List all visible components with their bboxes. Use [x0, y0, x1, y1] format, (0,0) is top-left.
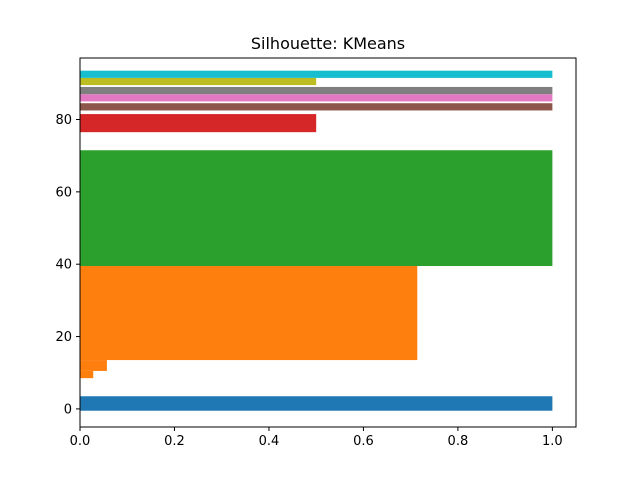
silhouette-bar-cluster-1-2	[80, 266, 418, 361]
x-tick-label: 1.0	[542, 434, 563, 449]
y-tick-label: 80	[55, 113, 72, 128]
silhouette-bar-cluster-7-0	[80, 77, 317, 86]
y-tick-label: 0	[64, 402, 72, 417]
axes-group: 0.0 0.2 0.4 0.6 0.8 1.0 0 20 40 60 80	[55, 57, 577, 449]
silhouette-bar-cluster-3-0	[80, 114, 317, 133]
silhouette-bar-cluster-6-0	[80, 86, 553, 95]
bars-group	[80, 70, 553, 411]
silhouette-bar-cluster-1-1	[80, 360, 107, 371]
x-tick-label: 0.4	[259, 434, 280, 449]
silhouette-bar-cluster-4-0	[80, 103, 553, 111]
silhouette-bar-cluster-2-0	[80, 150, 553, 267]
y-tick-label: 40	[55, 258, 72, 273]
silhouette-bar-cluster-5-0	[80, 94, 553, 102]
x-tick-label: 0.8	[448, 434, 469, 449]
axes-frame	[79, 57, 577, 428]
x-tick-label: 0.6	[353, 434, 374, 449]
y-tick-label: 20	[55, 330, 72, 345]
x-tick-label: 0.2	[164, 434, 185, 449]
chart-title: Silhouette: KMeans	[251, 34, 405, 53]
y-tick-label: 60	[55, 185, 72, 200]
silhouette-bar-cluster-1-0	[80, 370, 94, 379]
silhouette-bar-cluster-0-0	[80, 396, 553, 411]
x-tick-label: 0.0	[70, 434, 91, 449]
silhouette-bar-cluster-8-0	[80, 70, 553, 78]
